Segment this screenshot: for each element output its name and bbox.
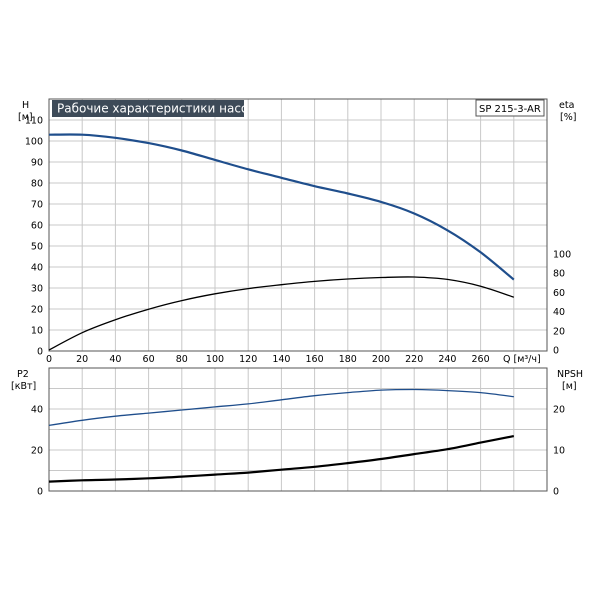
top-grid <box>49 99 547 351</box>
npsh-tick-label: 0 <box>553 487 559 498</box>
eta-tick-label: 20 <box>553 326 565 337</box>
x-tick-label: 200 <box>372 354 390 365</box>
head-tick-label: 60 <box>31 221 43 232</box>
eta-tick-label: 80 <box>553 269 565 280</box>
eta-axis-unit: [%] <box>560 112 576 123</box>
bottom-plot-frame <box>48 367 548 492</box>
x-tick-label: 80 <box>176 354 188 365</box>
npsh-tick-label: 20 <box>553 405 565 416</box>
title-box <box>52 100 244 117</box>
eta-tick-label: 40 <box>553 307 565 318</box>
npsh-axis-label: NPSH <box>557 369 583 380</box>
x-tick-label: 120 <box>239 354 257 365</box>
npsh-curve <box>48 435 515 483</box>
p2-curve <box>48 388 514 427</box>
head-tick-label: 70 <box>31 200 43 211</box>
model-label: SP 215-3-AR <box>479 104 541 115</box>
p2-tick-label: 20 <box>31 446 43 457</box>
chart-title: Рабочие характеристики насоса <box>57 102 262 116</box>
head-tick-label: 30 <box>31 284 43 295</box>
eta-tick-label: 60 <box>553 288 565 299</box>
x-tick-label: 100 <box>206 354 224 365</box>
top-plot-frame <box>48 98 548 352</box>
bottom-grid <box>49 368 547 491</box>
head-tick-label: 50 <box>31 242 43 253</box>
npsh-tick-label: 10 <box>553 446 565 457</box>
model-box <box>475 99 545 117</box>
head-tick-label: 20 <box>31 305 43 316</box>
x-tick-label: 240 <box>438 354 456 365</box>
flow-axis-label: Q [м³/ч] <box>503 354 541 365</box>
head-tick-label: 110 <box>25 116 43 127</box>
head-curve <box>48 133 515 281</box>
x-tick-label: 180 <box>339 354 357 365</box>
p2-axis-unit: [кВт] <box>11 381 36 392</box>
x-tick-label: 40 <box>109 354 121 365</box>
p2-tick-label: 40 <box>31 405 43 416</box>
x-tick-label: 0 <box>46 354 52 365</box>
head-tick-label: 80 <box>31 179 43 190</box>
tick-labels: 0 20 40 60 80 100 120 140 160 180 200 220 240 2600102… <box>25 116 571 498</box>
x-tick-label: 260 <box>472 354 490 365</box>
x-tick-label: 60 <box>143 354 155 365</box>
eta-axis-label: eta <box>559 100 574 111</box>
x-tick-label: 220 <box>405 354 423 365</box>
x-tick-label: 20 <box>76 354 88 365</box>
eta-tick-label: 0 <box>553 346 559 357</box>
eta-tick-label: 100 <box>553 250 571 261</box>
head-tick-label: 40 <box>31 263 43 274</box>
head-axis-label: H <box>22 100 29 111</box>
p2-tick-label: 0 <box>37 487 43 498</box>
head-tick-label: 0 <box>37 347 43 358</box>
head-tick-label: 100 <box>25 137 43 148</box>
curves <box>48 133 515 483</box>
x-tick-label: 140 <box>272 354 290 365</box>
head-tick-label: 90 <box>31 158 43 169</box>
p2-axis-label: P2 <box>17 369 29 380</box>
npsh-axis-unit: [м] <box>562 381 577 392</box>
head-axis-unit: [м] <box>18 112 33 123</box>
head-tick-label: 10 <box>31 326 43 337</box>
x-tick-label: 160 <box>306 354 324 365</box>
efficiency-curve <box>48 276 515 351</box>
